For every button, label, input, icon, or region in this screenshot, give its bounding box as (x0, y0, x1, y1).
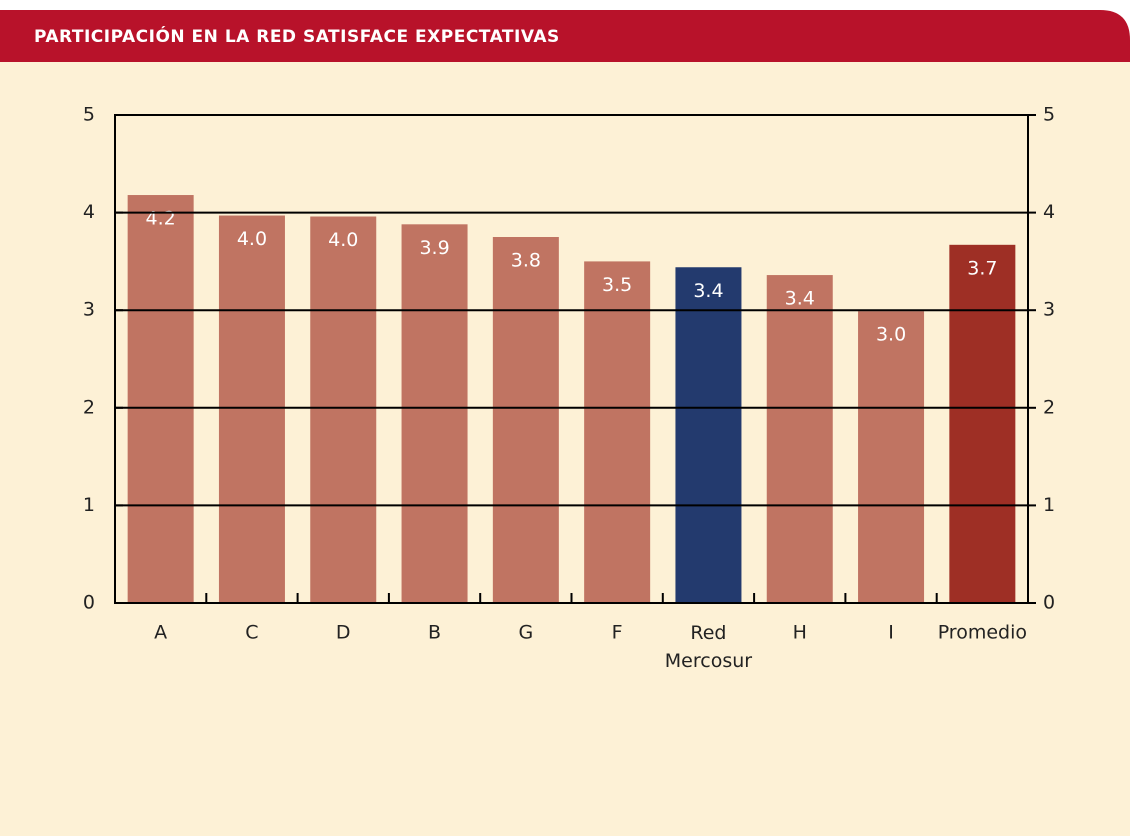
bar (492, 237, 559, 603)
bar (949, 244, 1016, 604)
value-label: 3.5 (602, 274, 632, 296)
x-tick-label: G (518, 622, 533, 644)
bar (401, 224, 468, 603)
x-tick-label: Red Mercosur (665, 622, 752, 672)
y-tick-label: 5 (83, 104, 95, 126)
value-label: 3.0 (876, 324, 906, 346)
x-tick-label: D (336, 622, 351, 644)
y2-tick-label: 5 (1043, 104, 1055, 126)
bar (766, 275, 833, 603)
x-tick-label: H (793, 622, 807, 644)
value-label: 3.9 (419, 237, 449, 259)
x-tick-label: A (154, 622, 167, 644)
value-label: 4.0 (328, 229, 358, 251)
y2-tick-label: 2 (1043, 396, 1055, 418)
value-label: 3.4 (785, 288, 815, 310)
y-tick-label: 3 (83, 299, 95, 321)
bar (127, 195, 194, 604)
x-tick-label: F (612, 622, 623, 644)
bar (218, 215, 285, 603)
y-tick-label: 2 (83, 396, 95, 418)
value-label: 3.8 (511, 250, 541, 272)
y-tick-label: 1 (83, 494, 95, 516)
y2-tick-label: 4 (1043, 201, 1055, 223)
bar (675, 267, 742, 603)
value-label: 4.2 (146, 208, 176, 230)
value-label: 3.4 (693, 280, 723, 302)
bar (858, 311, 925, 603)
bar (310, 216, 377, 603)
plot-frame (114, 114, 1029, 604)
y2-tick-label: 0 (1043, 592, 1055, 614)
value-label: 4.0 (237, 228, 267, 250)
y2-tick-label: 3 (1043, 299, 1055, 321)
value-label: 3.7 (967, 257, 997, 279)
y2-tick-label: 1 (1043, 494, 1055, 516)
x-tick-label: B (428, 622, 441, 644)
y-tick-label: 4 (83, 201, 95, 223)
header-band (0, 10, 1130, 62)
x-tick-label: C (245, 622, 258, 644)
x-tick-label: Promedio (938, 622, 1027, 644)
bar (584, 261, 651, 603)
x-tick-label: I (888, 622, 894, 644)
y-tick-label: 0 (83, 592, 95, 614)
chart-title: PARTICIPACIÓN EN LA RED SATISFACE EXPECT… (34, 25, 560, 47)
